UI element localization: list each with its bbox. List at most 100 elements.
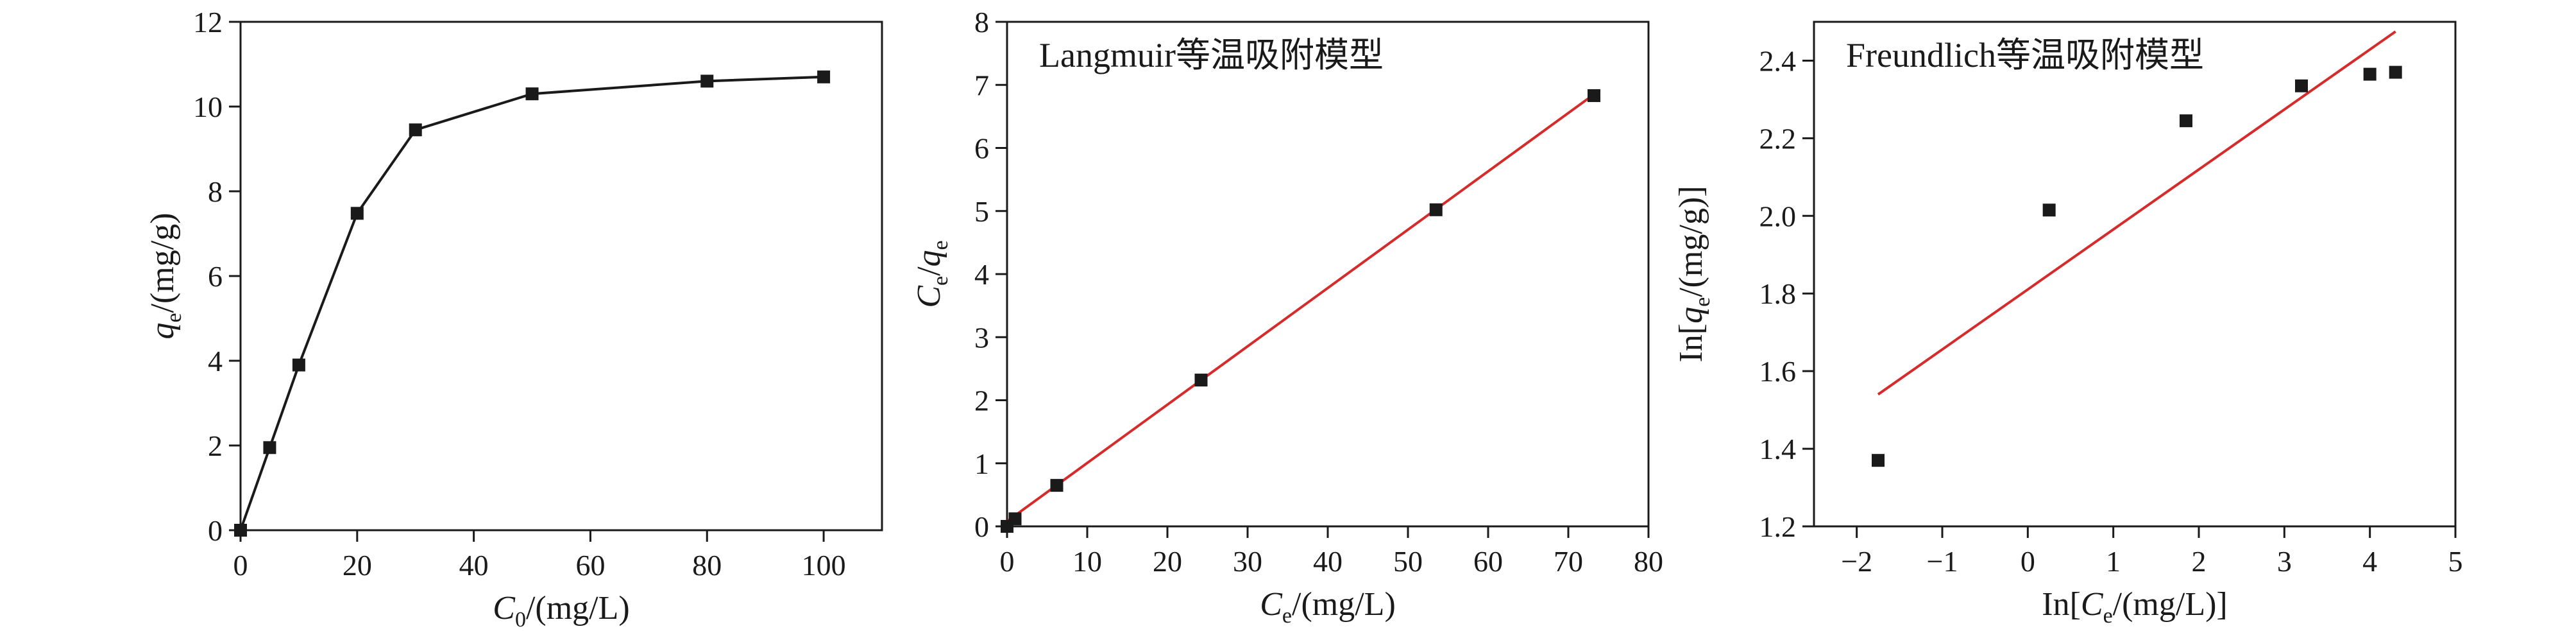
data-point [1050, 479, 1063, 492]
x-tick-label: −2 [1841, 545, 1872, 578]
y-tick-label: 10 [193, 91, 223, 123]
data-point [700, 74, 714, 88]
data-point [1429, 203, 1443, 216]
x-tick-label: 3 [2277, 545, 2292, 578]
fit-line [1877, 30, 2396, 396]
data-point [1194, 374, 1208, 387]
series-line [239, 75, 824, 531]
x-tick-label: 20 [343, 549, 372, 582]
axis-label-part-unit: /(mg/L)] [2113, 586, 2228, 623]
data-point [525, 87, 539, 101]
x-tick-label: 0 [2021, 545, 2035, 578]
y-tick-label: 3 [974, 321, 989, 354]
x-tick-label: −1 [1927, 545, 1958, 578]
x-tick-label: 2 [2192, 545, 2207, 578]
panel-freundlich: −2 −1 0 1 2 3 4 51.21.41.61.82.02.22.4In[Ce/(mg… [1673, 21, 2463, 628]
x-tick-label: 40 [1313, 545, 1343, 578]
axis-label-part-sub2: e [929, 240, 953, 250]
y-tick-label: 2 [974, 385, 989, 417]
data-point [1008, 512, 1022, 526]
x-tick-label: 30 [1233, 545, 1262, 578]
axis-label-part-sub: e [1282, 604, 1292, 628]
axis-label-part-pre: In[ [1673, 324, 1709, 363]
y-tick-label: 2.2 [1759, 122, 1797, 155]
x-tick-label: 80 [692, 549, 722, 582]
y-tick-label: 1.6 [1759, 355, 1797, 388]
x-tick-label: 60 [575, 549, 605, 582]
axis-label-part-symbol: C [2081, 586, 2104, 623]
data-point [2180, 114, 2192, 128]
x-tick-label: 20 [1153, 545, 1182, 578]
data-point [292, 358, 305, 372]
y-axis-label: In[qe/(mg/g)] [1673, 186, 1715, 362]
x-tick-label: 5 [2448, 545, 2463, 578]
data-point [2389, 65, 2402, 79]
x-tick-label: 1 [2106, 545, 2121, 578]
y-tick-label: 0 [208, 514, 223, 547]
x-tick-label: 80 [1634, 545, 1663, 578]
x-axis-label: Ce/(mg/L) [1260, 586, 1396, 628]
y-tick-label: 1 [974, 447, 989, 480]
data-point [2295, 79, 2308, 92]
y-tick-label: 4 [974, 258, 989, 291]
axis-label-part-unit: /(mg/g) [144, 212, 181, 313]
data-point [817, 70, 831, 83]
data-point [234, 524, 247, 537]
axis-label-part-symbol: C [493, 590, 516, 627]
axis-label-part-sub: e [2103, 604, 2113, 628]
data-point [2363, 67, 2377, 81]
y-axis-label: Ce/qe [911, 240, 953, 307]
data-point [1588, 89, 1600, 102]
axis-label-part-sub: e [162, 313, 186, 322]
axis-label-part-sub: e [1691, 297, 1715, 307]
y-tick-label: 1.8 [1759, 277, 1797, 310]
x-tick-label: 4 [2362, 545, 2377, 578]
y-tick-label: 8 [208, 175, 223, 208]
axis-label-part-unit: /(mg/L) [1292, 586, 1396, 623]
y-tick-label: 2 [208, 429, 223, 462]
y-tick-label: 7 [974, 69, 989, 101]
axis-label-part-unit: /(mg/g)] [1673, 186, 1709, 297]
y-tick-label: 0 [974, 510, 989, 543]
y-tick-label: 4 [208, 345, 223, 377]
panel-title: Freundlich等温吸附模型 [1846, 36, 2204, 74]
plot-frame [239, 21, 883, 532]
x-tick-label: 100 [802, 549, 846, 582]
y-tick-label: 6 [208, 260, 223, 293]
y-tick-label: 12 [193, 6, 223, 39]
x-tick-label: 40 [459, 549, 489, 582]
x-tick-label: 60 [1473, 545, 1503, 578]
data-point [409, 123, 422, 137]
panel-langmuir: 0 10 20 30 40 50 60 70 80012345678Ce/(mg/L)Ce/qe… [911, 6, 1663, 628]
y-tick-label: 8 [974, 6, 989, 39]
panel-title: Langmuir等温吸附模型 [1039, 36, 1384, 74]
axis-label-part-symbol: C [1260, 586, 1283, 623]
x-axis-label: C0/(mg/L) [493, 590, 629, 631]
y-tick-label: 6 [974, 132, 989, 165]
x-tick-label: 70 [1554, 545, 1583, 578]
x-axis-label: In[Ce/(mg/L)] [2042, 586, 2227, 628]
data-point [1872, 454, 1885, 467]
x-tick-label: 0 [1000, 545, 1015, 578]
y-tick-label: 5 [974, 195, 989, 228]
axis-label-part-symbol: C [911, 285, 947, 308]
x-tick-label: 10 [1072, 545, 1102, 578]
axis-label-part-symbol: q [144, 323, 181, 340]
axis-label-part-pre: In[ [2042, 586, 2081, 623]
plot-frame [1813, 21, 2457, 528]
data-point [2042, 203, 2056, 217]
x-tick-label: 0 [233, 549, 248, 582]
axis-label-part-unit: /(mg/L) [526, 590, 630, 627]
y-axis-label: qe/(mg/g) [144, 212, 186, 339]
axis-label-part-sub: 0 [515, 608, 526, 631]
axis-label-part-sub: e [929, 276, 953, 286]
axis-label-part-symbol: q [1673, 307, 1709, 324]
data-point [263, 441, 276, 454]
y-tick-label: 1.4 [1759, 433, 1797, 465]
axis-label-part-mid-symbol: q [911, 250, 947, 266]
y-tick-label: 1.2 [1759, 510, 1797, 543]
y-tick-label: 2.0 [1759, 200, 1797, 232]
x-tick-label: 50 [1393, 545, 1423, 578]
